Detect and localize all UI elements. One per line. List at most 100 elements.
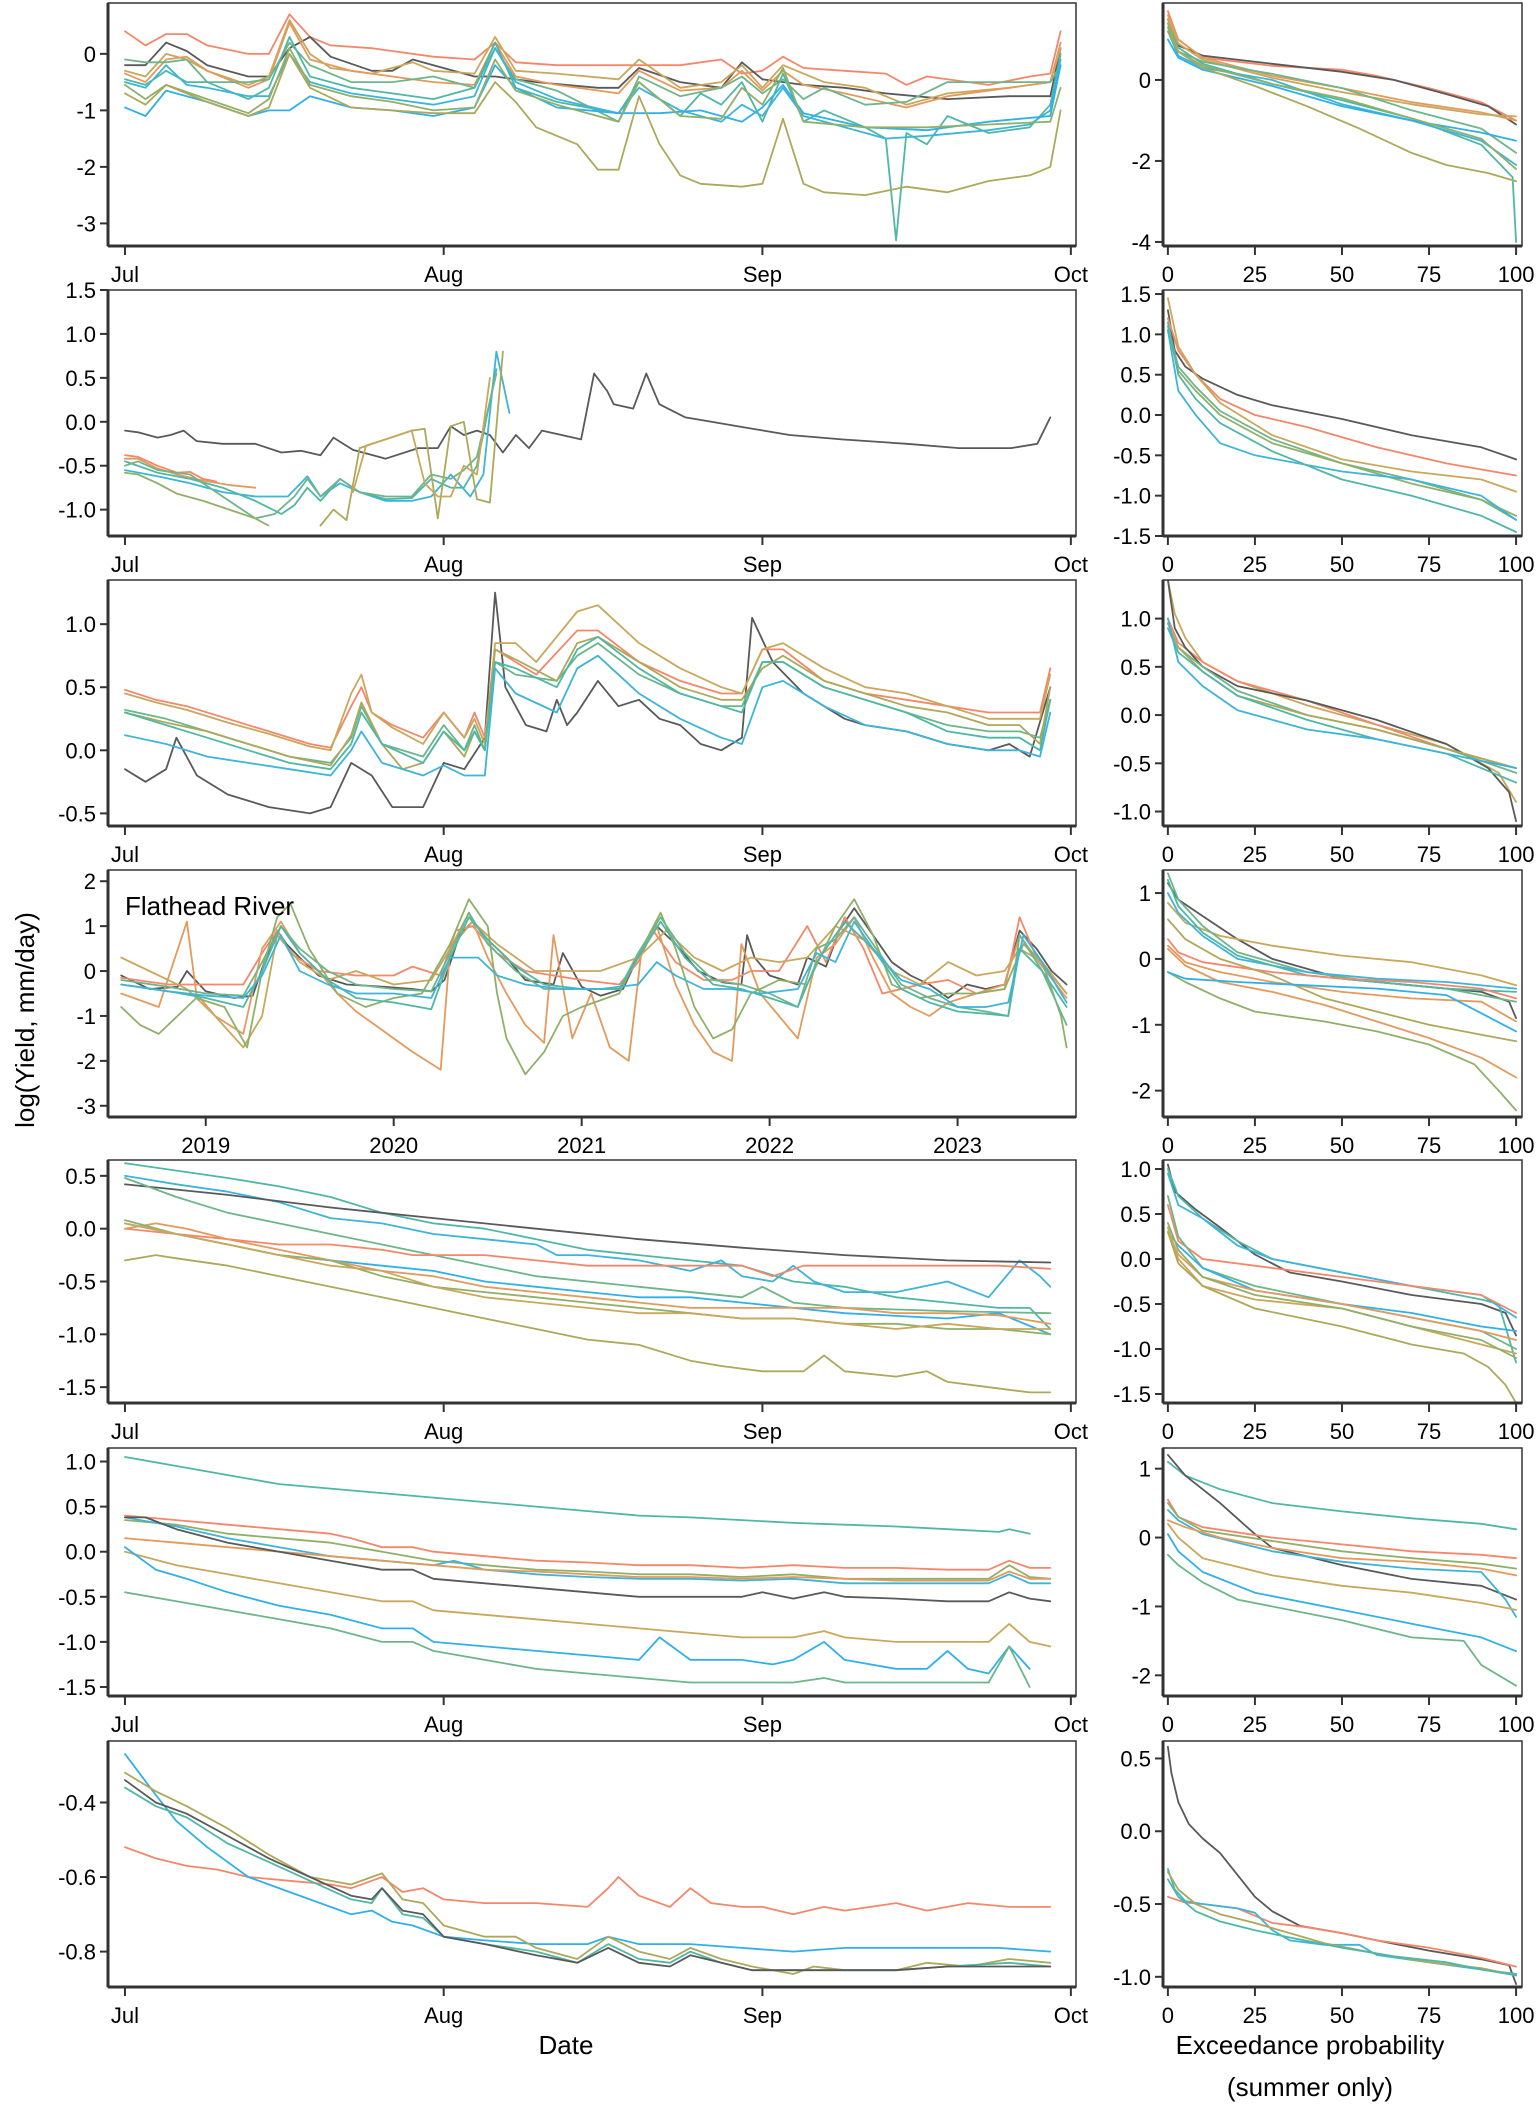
x-tick-label: 0 [1162, 2003, 1174, 2028]
y-tick-label: 1.5 [65, 278, 96, 303]
plot-frame [1162, 1740, 1523, 1988]
series-line-salmon [1167, 938, 1517, 1000]
y-tick-label: 1.0 [1120, 322, 1151, 347]
y-tick-label: -1.0 [1113, 484, 1151, 509]
x-tick-label: 75 [1417, 1419, 1441, 1444]
y-tick-label: 0 [84, 959, 96, 984]
series-line-sage [1167, 1222, 1517, 1359]
x-tick-label: 50 [1330, 1419, 1354, 1444]
x-tick-label: 100 [1498, 1419, 1535, 1444]
x-tick-label: 25 [1243, 1419, 1267, 1444]
y-tick-label: 0.5 [1120, 655, 1151, 680]
y-tick-label: 2 [84, 869, 96, 894]
x-tick-label: Jul [111, 842, 139, 867]
series-group [1167, 1454, 1517, 1687]
series-line-orange [1167, 1231, 1517, 1341]
y-tick-label: -1 [1131, 1013, 1151, 1038]
series-line-salmon [1167, 1204, 1517, 1314]
series-line-sky [124, 1222, 1052, 1336]
series-line-salmon [1167, 1498, 1517, 1560]
series-line-teal [124, 1456, 1031, 1535]
series-line-salmon [1167, 617, 1517, 769]
x-tick-label: Sep [743, 552, 782, 577]
series-line-dark [1167, 309, 1517, 461]
y-tick-label: -0.5 [1113, 1292, 1151, 1317]
x-tick-label: 50 [1330, 1712, 1354, 1737]
x-tick-label: Sep [743, 2003, 782, 2028]
series-group [124, 13, 1062, 242]
series-line-orange [124, 1222, 1052, 1325]
series-line-dark [1167, 18, 1517, 126]
series-line-tan [352, 377, 491, 498]
series-line-tan [1167, 18, 1517, 118]
y-tick-label: -1.0 [1113, 1337, 1151, 1362]
plot-frame [1162, 579, 1523, 827]
x-tick-label: Oct [1054, 842, 1088, 867]
series-line-dark [1167, 882, 1517, 1020]
series-line-salmon [124, 1227, 1052, 1278]
x-tick-label: Aug [424, 2003, 463, 2028]
series-group [124, 591, 1052, 815]
time-series-panel-1: 0 -1 -2 -3 Jul Aug Sep Oct [76, 2, 1088, 287]
x-tick-label: Oct [1054, 2003, 1088, 2028]
x-tick-label: 25 [1243, 2003, 1267, 2028]
y-tick-label: -0.5 [1113, 443, 1151, 468]
y-tick-label: 0 [1139, 1526, 1151, 1551]
series-line-green [1167, 1553, 1517, 1687]
x-tick-label: 2022 [745, 1133, 794, 1158]
exceedance-panel-6: 1 0 -1 -2 0 25 50 75 100 [1131, 1447, 1535, 1737]
x-tick-label: Oct [1054, 262, 1088, 287]
y-tick-label: 0 [1139, 947, 1151, 972]
series-line-dark [1167, 1163, 1517, 1337]
row-6: 1.0 0.5 0.0 -0.5 -1.0 -1.5 Jul Aug Sep Oct 1 0 -1 -2 0… [58, 1447, 1535, 1737]
series-line-salmon [124, 1846, 1052, 1916]
panel-annotation: Flathead River [125, 891, 294, 921]
x-tick-label: Sep [743, 1419, 782, 1444]
series-line-olive [1167, 622, 1517, 769]
y-tick-label: -2 [76, 1049, 96, 1074]
series-line-green [124, 1591, 1031, 1688]
series-line-olive [1167, 22, 1517, 183]
series-line-sky [1167, 971, 1517, 1033]
plot-frame [107, 2, 1077, 247]
y-tick-label: -1.5 [58, 1375, 96, 1400]
x-tick-label: Sep [743, 842, 782, 867]
y-tick-label: -2 [1131, 1663, 1151, 1688]
series-group [124, 1162, 1052, 1394]
series-line-orange [124, 457, 257, 489]
y-tick-label: 1 [1139, 881, 1151, 906]
series-line-teal [124, 1162, 1052, 1330]
row-5: 0.5 0.0 -0.5 -1.0 -1.5 Jul Aug Sep Oct 1.0 0.5 0.0 -… [58, 1157, 1534, 1444]
series-line-olive [1167, 918, 1517, 1043]
series-line-olive [1167, 1231, 1517, 1403]
x-tick-label: Aug [424, 1419, 463, 1444]
x-tick-label: 100 [1498, 1712, 1535, 1737]
series-line-tan [1167, 297, 1517, 493]
x-tick-label: Aug [424, 842, 463, 867]
x-tick-label: 25 [1243, 842, 1267, 867]
y-tick-label: -1 [76, 98, 96, 123]
series-line-teal [120, 916, 1068, 1017]
series-line-tan [124, 604, 1052, 752]
y-tick-label: -1.0 [58, 1630, 96, 1655]
time-series-panel-6: 1.0 0.5 0.0 -0.5 -1.0 -1.5 Jul Aug Sep Oct [58, 1447, 1088, 1737]
x-tick-label: 50 [1330, 262, 1354, 287]
y-tick-label: 0 [1139, 68, 1151, 93]
series-line-cyan [1167, 892, 1517, 990]
y-tick-label: -3 [76, 211, 96, 236]
series-line-dark [124, 1779, 1052, 1972]
y-tick-label: 0.0 [65, 1217, 96, 1242]
row-3: 1.0 0.5 0.0 -0.5 Jul Aug Sep Oct 1.0 0.5 0.0 -0.5 -1… [58, 579, 1534, 867]
x-tick-label: 0 [1162, 842, 1174, 867]
x-tick-label: 100 [1498, 552, 1535, 577]
x-tick-label: 0 [1162, 1133, 1174, 1158]
plot-frame [107, 1740, 1077, 1988]
x-tick-label: 75 [1417, 1712, 1441, 1737]
x-tick-label: 2020 [369, 1133, 418, 1158]
time-series-panel-7: -0.4 -0.6 -0.8 Jul Aug Sep Oct [58, 1740, 1088, 2028]
x-tick-label: 25 [1243, 262, 1267, 287]
series-line-orange [1167, 14, 1517, 122]
series-line-green [1167, 325, 1517, 521]
series-line-sky [124, 1753, 1052, 1953]
